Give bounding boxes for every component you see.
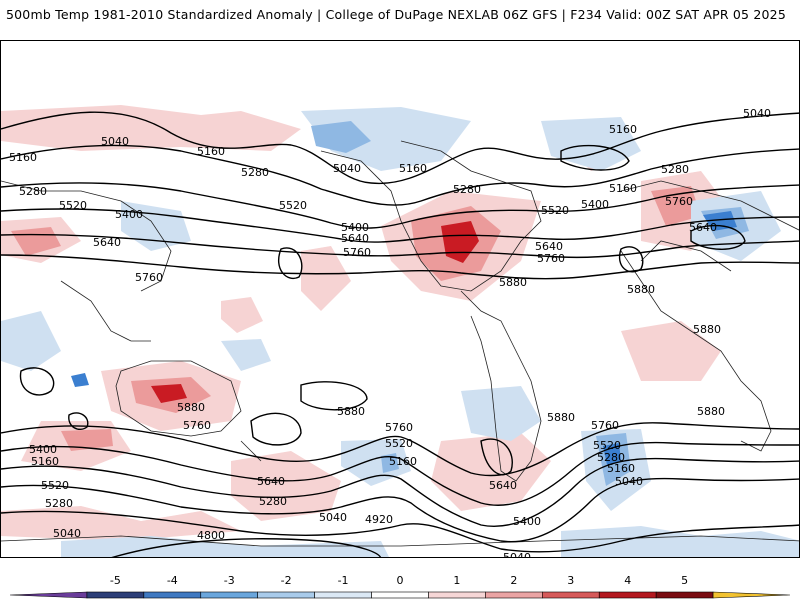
- map-panel: 5040 5160 5160 5280 5280 5520 5400 5520 …: [0, 40, 800, 558]
- contour-label: 5880: [627, 283, 655, 296]
- contour-label: 5640: [93, 236, 121, 249]
- colorbar-segment: [371, 591, 429, 599]
- contour-label: 5760: [135, 271, 163, 284]
- contour-label: 5640: [689, 221, 717, 234]
- contour-label: 5880: [337, 405, 365, 418]
- contour-label: 5160: [9, 151, 37, 164]
- colorbar-tick-label: 1: [453, 574, 460, 587]
- contour-label: 5880: [697, 405, 725, 418]
- contour-label: 5640: [341, 232, 369, 245]
- contour-label: 5760: [385, 421, 413, 434]
- colorbar-segment: [143, 591, 202, 599]
- contour-label: 5040: [333, 162, 361, 175]
- contour-label: 5160: [609, 182, 637, 195]
- contour-label: 5880: [547, 411, 575, 424]
- contour-label: 5400: [115, 208, 143, 221]
- contour-label: 4920: [365, 513, 393, 526]
- colorbar-segment: [598, 591, 657, 599]
- contour-label: 5040: [101, 135, 129, 148]
- contour-label: 5040: [615, 475, 643, 488]
- contour-label: 5400: [513, 515, 541, 528]
- contour-label: 5280: [19, 185, 47, 198]
- colorbar-ticks: -5 -4 -3 -2 -1 0 1 2 3 4 5: [110, 574, 688, 587]
- contour-label: 5760: [537, 252, 565, 265]
- map-title: 500mb Temp 1981-2010 Standardized Anomal…: [6, 7, 500, 22]
- colorbar-min-arrow: [9, 591, 88, 599]
- contour-label: 5520: [279, 199, 307, 212]
- colorbar-legend: -5 -4 -3 -2 -1 0 1 2 3 4 5: [9, 574, 791, 599]
- contour-label: 5880: [177, 401, 205, 414]
- contour-label: 5520: [41, 479, 69, 492]
- contour-label: 5760: [343, 246, 371, 259]
- colorbar-segment: [655, 591, 714, 599]
- contour-label: 5760: [665, 195, 693, 208]
- anomaly-map: 5040 5160 5160 5280 5280 5520 5400 5520 …: [1, 105, 799, 558]
- contour-label: 5280: [45, 497, 73, 510]
- contour-label: 5760: [591, 419, 619, 432]
- contour-label: 5280: [259, 495, 287, 508]
- contour-label: 5520: [541, 204, 569, 217]
- colorbar-segment: [314, 591, 372, 599]
- contour-label: 5160: [607, 462, 635, 475]
- colorbar-tick-label: 2: [510, 574, 517, 587]
- colorbar-tick-label: -4: [167, 574, 178, 587]
- colorbar-segment: [86, 591, 145, 599]
- colorbar-segment: [485, 591, 543, 599]
- colorbar-tick-label: 4: [624, 574, 631, 587]
- contour-label: 5520: [385, 437, 413, 450]
- contour-label: 5400: [341, 221, 369, 234]
- colorbar-tick-label: 0: [397, 574, 404, 587]
- contour-label: 5040: [319, 511, 347, 524]
- contour-label: 5280: [597, 451, 625, 464]
- contour-label: 5160: [399, 162, 427, 175]
- colorbar-tick-label: -5: [110, 574, 121, 587]
- contour-label: 5640: [535, 240, 563, 253]
- contour-label: 4800: [197, 529, 225, 542]
- colorbar-segment: [542, 591, 600, 599]
- contour-label: 5400: [29, 443, 57, 456]
- contour-label: 5160: [609, 123, 637, 136]
- colorbar-tick-label: 5: [681, 574, 688, 587]
- colorbar-tick-label: -1: [338, 574, 349, 587]
- colorbar-segment: [200, 591, 258, 599]
- contour-label: 5280: [453, 183, 481, 196]
- contour-label: 5160: [389, 455, 417, 468]
- contour-labels: 5040 5160 5160 5280 5280 5520 5400 5520 …: [9, 107, 771, 558]
- header: 500mb Temp 1981-2010 Standardized Anomal…: [0, 0, 800, 30]
- contour-label: 5880: [693, 323, 721, 336]
- colorbar-tick-label: 3: [567, 574, 574, 587]
- coastlines: [1, 140, 799, 547]
- colorbar-tick-label: -2: [281, 574, 292, 587]
- contour-label: 5880: [499, 276, 527, 289]
- contour-label: 5520: [593, 439, 621, 452]
- height-contours: [1, 111, 799, 557]
- contour-label: 5160: [31, 455, 59, 468]
- contour-label: 5040: [53, 527, 81, 540]
- contour-label: 5400: [581, 198, 609, 211]
- colorbar-tick-label: -3: [224, 574, 235, 587]
- contour-label: 5040: [743, 107, 771, 120]
- contour-label: 5040: [503, 551, 531, 558]
- colorbar-max-arrow: [712, 591, 791, 599]
- contour-label: 5640: [489, 479, 517, 492]
- contour-label: 5280: [241, 166, 269, 179]
- contour-label: 5640: [257, 475, 285, 488]
- contour-label: 5520: [59, 199, 87, 212]
- contour-label: 5760: [183, 419, 211, 432]
- cold-anomaly-shading: [1, 107, 799, 557]
- colorbar-segment: [257, 591, 315, 599]
- contour-label: 5280: [661, 163, 689, 176]
- colorbar-segment: [428, 591, 486, 599]
- model-run-info: 06Z GFS | F234 Valid: 00Z SAT APR 05 202…: [503, 7, 786, 22]
- colorbar-segments: [9, 591, 791, 599]
- contour-label: 5160: [197, 145, 225, 158]
